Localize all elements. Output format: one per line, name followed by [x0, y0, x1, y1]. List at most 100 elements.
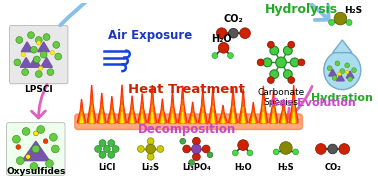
- Polygon shape: [151, 112, 153, 123]
- Circle shape: [334, 12, 347, 25]
- Circle shape: [216, 28, 227, 39]
- Circle shape: [276, 57, 287, 68]
- Polygon shape: [118, 85, 126, 123]
- Polygon shape: [87, 85, 96, 123]
- Polygon shape: [282, 116, 285, 123]
- Polygon shape: [149, 92, 156, 123]
- Circle shape: [263, 58, 272, 67]
- Polygon shape: [108, 101, 115, 123]
- Circle shape: [43, 139, 48, 144]
- Circle shape: [108, 152, 115, 158]
- Circle shape: [332, 76, 337, 80]
- Circle shape: [108, 140, 115, 146]
- Polygon shape: [221, 115, 225, 123]
- Circle shape: [40, 51, 47, 58]
- Polygon shape: [141, 115, 143, 123]
- Polygon shape: [148, 85, 156, 123]
- Polygon shape: [80, 112, 84, 123]
- Circle shape: [339, 144, 350, 154]
- Polygon shape: [99, 104, 105, 123]
- Polygon shape: [149, 99, 155, 123]
- Circle shape: [352, 68, 356, 73]
- Polygon shape: [209, 93, 217, 123]
- Circle shape: [270, 46, 279, 55]
- Polygon shape: [242, 113, 245, 123]
- Polygon shape: [100, 109, 104, 123]
- Polygon shape: [131, 115, 133, 123]
- Circle shape: [327, 66, 332, 71]
- Circle shape: [192, 153, 200, 161]
- Polygon shape: [170, 102, 175, 123]
- Text: Gas Evolution: Gas Evolution: [270, 98, 356, 108]
- Polygon shape: [333, 40, 352, 53]
- Circle shape: [28, 32, 34, 39]
- Text: CO₂: CO₂: [223, 14, 243, 25]
- Polygon shape: [250, 106, 257, 123]
- Polygon shape: [259, 86, 268, 123]
- Circle shape: [288, 77, 294, 83]
- Polygon shape: [336, 74, 344, 81]
- Circle shape: [238, 140, 248, 150]
- Circle shape: [26, 154, 31, 159]
- Circle shape: [284, 70, 292, 79]
- Text: H₂S: H₂S: [277, 163, 294, 172]
- Polygon shape: [38, 42, 50, 52]
- Polygon shape: [90, 105, 94, 123]
- Circle shape: [280, 142, 292, 154]
- Polygon shape: [251, 113, 255, 123]
- Polygon shape: [20, 57, 32, 67]
- Circle shape: [95, 145, 102, 152]
- Polygon shape: [181, 106, 184, 123]
- Polygon shape: [109, 106, 115, 123]
- Polygon shape: [180, 99, 185, 123]
- Circle shape: [228, 28, 238, 38]
- Circle shape: [138, 145, 144, 152]
- Circle shape: [157, 145, 164, 152]
- Circle shape: [36, 71, 42, 77]
- Text: Air Exposure: Air Exposure: [108, 29, 192, 42]
- Polygon shape: [290, 92, 297, 123]
- Polygon shape: [169, 97, 176, 123]
- Polygon shape: [22, 141, 50, 161]
- FancyArrowPatch shape: [60, 0, 328, 25]
- FancyBboxPatch shape: [9, 25, 68, 84]
- Polygon shape: [181, 112, 184, 123]
- Polygon shape: [260, 92, 267, 123]
- Polygon shape: [240, 95, 247, 123]
- Polygon shape: [41, 57, 53, 67]
- Polygon shape: [101, 114, 103, 123]
- Circle shape: [46, 160, 53, 167]
- Polygon shape: [210, 100, 216, 123]
- Circle shape: [270, 70, 279, 79]
- Polygon shape: [168, 91, 177, 123]
- Text: H₂O: H₂O: [234, 163, 252, 172]
- Circle shape: [298, 59, 305, 66]
- Circle shape: [284, 46, 292, 55]
- Polygon shape: [222, 118, 224, 123]
- Polygon shape: [209, 87, 217, 123]
- Circle shape: [340, 69, 345, 74]
- Polygon shape: [252, 117, 254, 123]
- Circle shape: [192, 144, 201, 154]
- Polygon shape: [282, 112, 285, 123]
- Circle shape: [31, 46, 37, 53]
- Circle shape: [32, 145, 40, 153]
- Polygon shape: [200, 101, 206, 123]
- Circle shape: [212, 53, 218, 59]
- Text: Oxysulfides: Oxysulfides: [6, 167, 65, 176]
- Text: Carbonate
Species: Carbonate Species: [257, 88, 305, 107]
- Circle shape: [232, 150, 238, 156]
- FancyArrowPatch shape: [288, 86, 312, 119]
- Polygon shape: [81, 116, 83, 123]
- Circle shape: [293, 149, 299, 155]
- Ellipse shape: [324, 51, 361, 90]
- Polygon shape: [292, 105, 296, 123]
- Circle shape: [183, 145, 191, 153]
- Polygon shape: [120, 105, 124, 123]
- Polygon shape: [79, 108, 84, 123]
- Text: Hydrolysis: Hydrolysis: [265, 3, 338, 16]
- Polygon shape: [279, 99, 288, 123]
- Circle shape: [33, 131, 38, 136]
- Polygon shape: [270, 96, 277, 123]
- Polygon shape: [170, 108, 175, 123]
